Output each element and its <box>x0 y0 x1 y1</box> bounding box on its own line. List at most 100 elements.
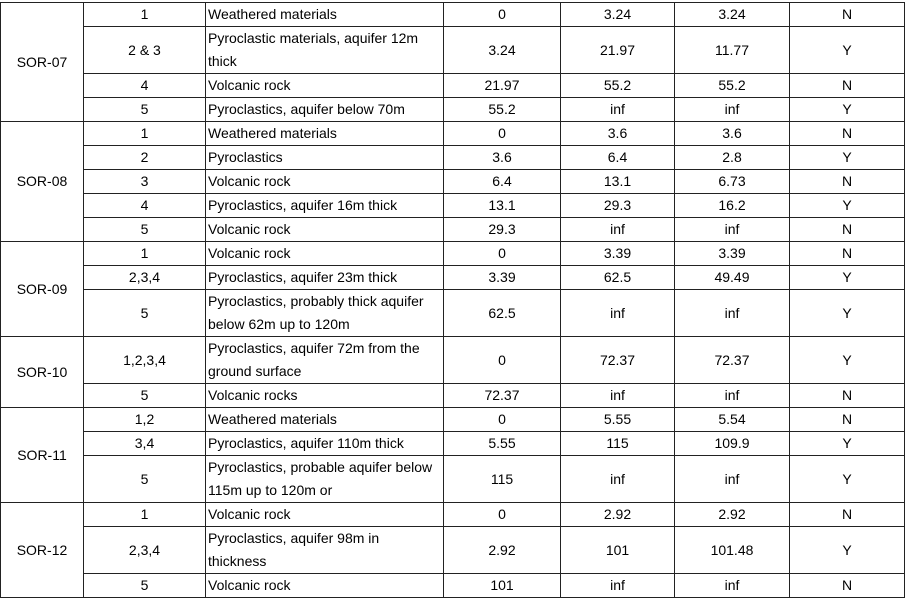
description: Pyroclastic materials, aquifer 12m thick <box>205 26 444 74</box>
thickness: 72.37 <box>674 336 790 384</box>
aquifer-flag: N <box>789 573 905 598</box>
thickness: inf <box>674 455 790 503</box>
layer: 2 <box>83 145 206 170</box>
table-row: 2 & 3 Pyroclastic materials, aquifer 12m … <box>1 26 905 74</box>
table-row: 5 Pyroclastics, probable aquifer below 11… <box>1 455 905 503</box>
description: Volcanic rock <box>205 169 444 194</box>
bottom-depth: inf <box>560 455 675 503</box>
thickness: 109.9 <box>674 431 790 456</box>
table-row: 2,3,4 Pyroclastics, aquifer 23m thick 3.39… <box>1 265 905 290</box>
description: Volcanic rock <box>205 73 444 98</box>
description: Volcanic rock <box>205 573 444 598</box>
top-depth: 0 <box>443 2 561 27</box>
layer: 1 <box>83 2 206 27</box>
bottom-depth: 13.1 <box>560 169 675 194</box>
aquifer-flag: Y <box>789 97 905 122</box>
aquifer-flag: Y <box>789 265 905 290</box>
layer: 2,3,4 <box>83 265 206 290</box>
top-depth: 29.3 <box>443 217 561 242</box>
top-depth: 72.37 <box>443 383 561 408</box>
description: Volcanic rock <box>205 217 444 242</box>
top-depth: 55.2 <box>443 97 561 122</box>
description: Volcanic rocks <box>205 383 444 408</box>
top-depth: 62.5 <box>443 289 561 337</box>
bottom-depth: 55.2 <box>560 73 675 98</box>
thickness: inf <box>674 573 790 598</box>
layer: 5 <box>83 573 206 598</box>
table-row: SOR-11 1,2 Weathered materials 0 5.55 5.54 N <box>0 407 905 503</box>
top-depth: 0 <box>443 407 561 432</box>
thickness: 11.77 <box>674 26 790 74</box>
aquifer-flag: N <box>789 73 905 98</box>
aquifer-flag: N <box>789 383 905 408</box>
thickness: 2.92 <box>674 502 790 527</box>
layer: 5 <box>83 97 206 122</box>
site-id: SOR-10 <box>0 336 84 408</box>
bottom-depth: 21.97 <box>560 26 675 74</box>
layer: 4 <box>83 193 206 218</box>
site-id: SOR-07 <box>0 2 84 122</box>
layer: 1,2 <box>83 407 206 432</box>
description: Weathered materials <box>205 407 444 432</box>
description: Pyroclastics, probably thick aquifer bel… <box>205 289 444 337</box>
bottom-depth: 101 <box>560 526 675 574</box>
bottom-depth: 115 <box>560 431 675 456</box>
bottom-depth: 5.55 <box>560 407 675 432</box>
bottom-depth: 3.6 <box>560 121 675 146</box>
layer: 4 <box>83 73 206 98</box>
aquifer-flag: N <box>789 217 905 242</box>
site-id: SOR-09 <box>0 241 84 337</box>
top-depth: 0 <box>443 336 561 384</box>
thickness: 3.24 <box>674 2 790 27</box>
bottom-depth: inf <box>560 289 675 337</box>
aquifer-flag: N <box>789 241 905 266</box>
bottom-depth: inf <box>560 217 675 242</box>
table-row: SOR-12 1 Volcanic rock 0 2.92 2.92 N <box>0 502 905 598</box>
top-depth: 6.4 <box>443 169 561 194</box>
table-row: 5 Volcanic rocks 72.37 inf inf N <box>1 383 905 408</box>
table-row: 5 Pyroclastics, probably thick aquifer be… <box>1 289 905 337</box>
description: Pyroclastics, aquifer 98m in thickness <box>205 526 444 574</box>
thickness: 16.2 <box>674 193 790 218</box>
top-depth: 5.55 <box>443 431 561 456</box>
thickness: 6.73 <box>674 169 790 194</box>
layer: 2 & 3 <box>83 26 206 74</box>
aquifer-flag: Y <box>789 289 905 337</box>
thickness: inf <box>674 383 790 408</box>
description: Pyroclastics <box>205 145 444 170</box>
aquifer-flag: Y <box>789 26 905 74</box>
top-depth: 3.6 <box>443 145 561 170</box>
bottom-depth: 62.5 <box>560 265 675 290</box>
site-id: SOR-11 <box>0 407 84 503</box>
top-depth: 21.97 <box>443 73 561 98</box>
aquifer-flag: N <box>789 502 905 527</box>
description: Pyroclastics, aquifer 16m thick <box>205 193 444 218</box>
top-depth: 0 <box>443 121 561 146</box>
description: Pyroclastics, aquifer below 70m <box>205 97 444 122</box>
layer: 3 <box>83 169 206 194</box>
thickness: 5.54 <box>674 407 790 432</box>
thickness: 49.49 <box>674 265 790 290</box>
table-row: 3 Volcanic rock 6.4 13.1 6.73 N <box>1 169 905 194</box>
table-row: SOR-10 1,2,3,4 Pyroclastics, aquifer 72m f… <box>0 336 905 408</box>
layer: 5 <box>83 383 206 408</box>
top-depth: 2.92 <box>443 526 561 574</box>
aquifer-flag: Y <box>789 193 905 218</box>
description: Pyroclastics, aquifer 72m from the groun… <box>205 336 444 384</box>
layer: 5 <box>83 289 206 337</box>
top-depth: 101 <box>443 573 561 598</box>
description: Volcanic rock <box>205 502 444 527</box>
aquifer-flag: Y <box>789 336 905 384</box>
top-depth: 13.1 <box>443 193 561 218</box>
thickness: 3.39 <box>674 241 790 266</box>
top-depth: 3.24 <box>443 26 561 74</box>
thickness: inf <box>674 289 790 337</box>
aquifer-flag: Y <box>789 431 905 456</box>
table-row: SOR-09 1 Volcanic rock 0 3.39 3.39 N <box>0 241 905 337</box>
aquifer-flag: N <box>789 407 905 432</box>
table-row: 2,3,4 Pyroclastics, aquifer 98m in thickn… <box>1 526 905 574</box>
description: Weathered materials <box>205 2 444 27</box>
bottom-depth: inf <box>560 573 675 598</box>
layer: 1 <box>83 502 206 527</box>
